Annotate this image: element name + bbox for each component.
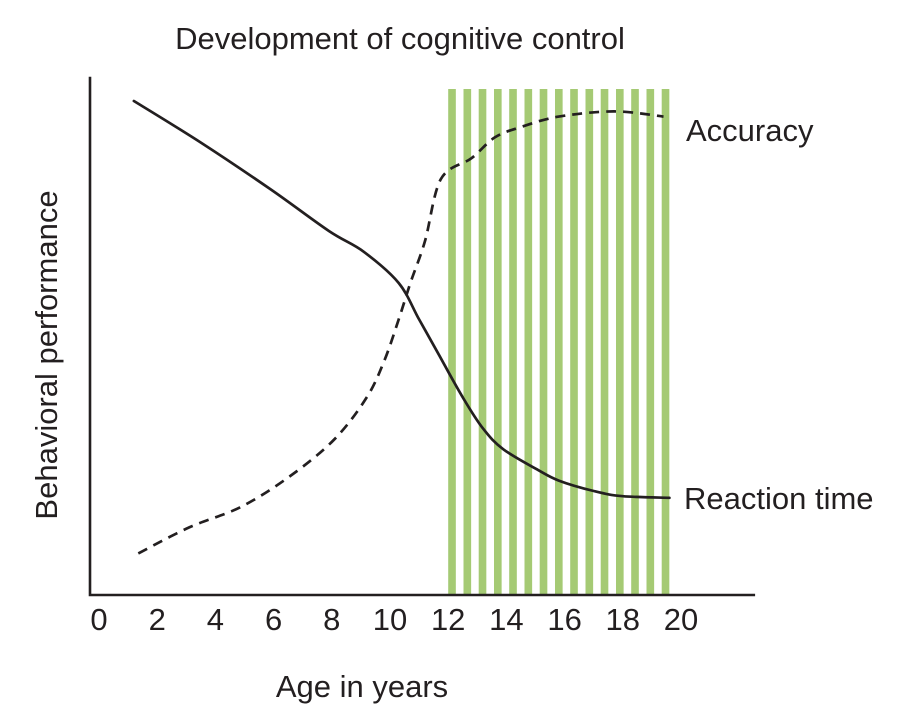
x-axis-label: Age in years [275, 669, 449, 704]
series-accuracy-path [137, 110, 664, 555]
chart-title: Development of cognitive control [175, 21, 625, 56]
highlight-band-stripe [631, 89, 639, 595]
highlight-band-stripe [555, 89, 563, 595]
highlight-band-stripe [585, 89, 594, 595]
highlight-band-stripe [616, 89, 624, 595]
highlight-band-stripe [539, 89, 548, 595]
highlight-band-stripe [661, 89, 670, 595]
x-tick-label: 10 [372, 602, 408, 637]
highlight-band-stripe [524, 89, 533, 595]
x-tick-label: 18 [605, 602, 641, 637]
highlight-band-stripe [600, 89, 609, 595]
x-tick-label: 16 [547, 602, 582, 637]
x-tick-label: 12 [430, 602, 466, 637]
x-tick-label: 6 [264, 602, 283, 637]
highlight-band-stripe [570, 89, 578, 595]
highlight-band-stripe [463, 89, 472, 595]
series-reaction-time-path [132, 99, 671, 500]
series-label-accuracy: Accuracy [686, 113, 814, 148]
x-tick-label: 2 [148, 602, 166, 637]
highlight-band-stripe [509, 89, 517, 595]
highlight-band-stripe [448, 89, 456, 595]
highlight-band [448, 89, 670, 595]
x-tick-label: 0 [90, 602, 108, 637]
x-tick-label: 14 [489, 602, 524, 637]
x-tick-label: 4 [206, 602, 225, 637]
highlight-band-stripe [646, 89, 655, 595]
highlight-band-stripe [478, 89, 487, 595]
x-tick-label: 20 [663, 602, 699, 637]
highlight-band-stripe [494, 89, 502, 595]
series-label-reaction-time: Reaction time [684, 481, 874, 516]
x-tick-label: 8 [323, 602, 341, 637]
axis-lines [88, 76, 756, 597]
